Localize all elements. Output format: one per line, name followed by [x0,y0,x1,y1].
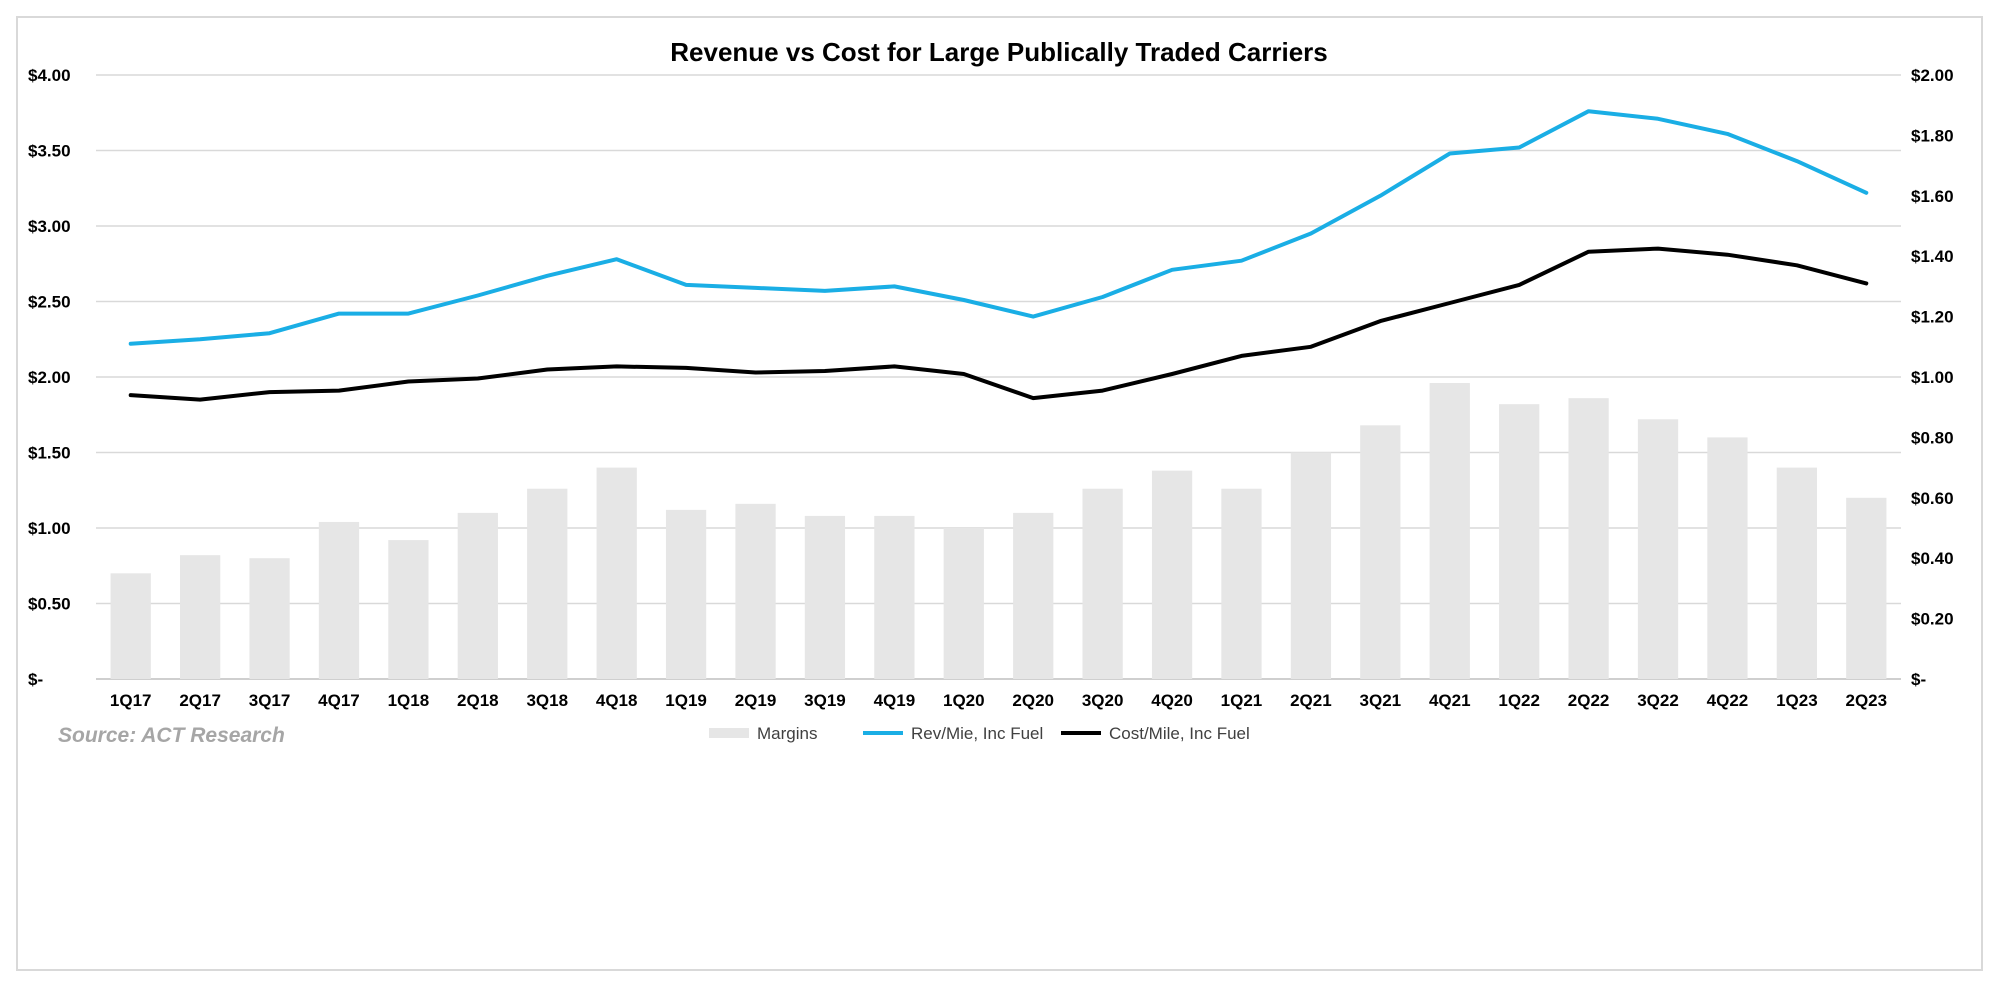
x-axis: 1Q17 2Q17 3Q17 4Q17 1Q18 2Q18 3Q18 4Q18 1Q19 2Q19… [110,691,1887,710]
right-tick-label: $1.00 [1911,368,1954,387]
bar-3q21 [1360,425,1401,679]
bar-2q23 [1846,497,1887,679]
bar-2q18 [457,512,498,679]
bar-1q23 [1776,467,1817,679]
bar-1q21 [1221,488,1262,679]
right-tick-label: $1.40 [1911,247,1954,266]
x-tick-label: 1Q18 [388,691,430,710]
x-tick-label: 3Q18 [526,691,568,710]
bar-2q20 [1013,512,1054,679]
x-tick-label: 4Q18 [596,691,638,710]
right-tick-label: $0.80 [1911,428,1954,447]
x-tick-label: 2Q20 [1012,691,1054,710]
bar-3q22 [1637,419,1679,679]
bar-3q19 [804,515,846,679]
gridlines [96,74,1901,680]
legend: Margins Rev/Mie, Inc Fuel Cost/Mile, Inc… [709,724,1250,743]
x-tick-label: 2Q23 [1845,691,1887,710]
bar-4q21 [1429,383,1470,679]
line-series-1 [128,109,1869,346]
right-tick-label: $1.60 [1911,187,1954,206]
bar-2q21 [1290,452,1332,679]
bar-4q20 [1151,470,1193,679]
x-tick-label: 2Q18 [457,691,499,710]
source-note: Source: ACT Research [58,724,285,747]
bar-4q17 [318,521,360,679]
left-tick-label: $3.00 [28,217,71,236]
legend-label-rev: Rev/Mie, Inc Fuel [911,724,1043,743]
x-tick-label: 3Q22 [1637,691,1679,710]
left-tick-label: $2.00 [28,368,71,387]
bar-1q20 [943,528,984,679]
x-tick-label: 3Q21 [1360,691,1402,710]
right-tick-label: $2.00 [1911,66,1954,85]
right-axis: $- $0.20 $0.40 $0.60 $0.80 $1.00 $1.20 $1.40 $1.… [1911,66,1954,689]
bar-1q22 [1499,404,1540,679]
bar-3q20 [1082,488,1123,679]
bar-1q18 [388,540,429,679]
left-tick-label: $- [28,670,43,689]
x-tick-label: 2Q21 [1290,691,1332,710]
x-tick-label: 4Q17 [318,691,360,710]
x-tick-label: 2Q22 [1568,691,1610,710]
legend-swatch-margins [709,728,749,738]
right-tick-label: $0.60 [1911,489,1954,508]
chart-frame: Revenue vs Cost for Large Publically Tra… [16,16,1983,971]
chart-svg: Revenue vs Cost for Large Publically Tra… [28,37,1954,747]
bar-2q17 [180,555,221,679]
x-tick-label: 3Q17 [249,691,291,710]
bar-1q19 [665,509,707,679]
right-tick-label: $1.80 [1911,126,1954,145]
x-tick-label: 4Q19 [874,691,916,710]
left-tick-label: $1.50 [28,444,71,463]
series-lines [128,109,1869,402]
bar-4q22 [1707,437,1748,679]
x-tick-label: 1Q20 [943,691,985,710]
bar-2q22 [1568,398,1609,679]
bar-2q19 [735,503,776,679]
x-tick-label: 2Q17 [179,691,221,710]
x-tick-label: 4Q21 [1429,691,1471,710]
chart-title: Revenue vs Cost for Large Publically Tra… [670,37,1327,67]
x-tick-label: 1Q17 [110,691,152,710]
x-tick-label: 1Q23 [1776,691,1818,710]
left-tick-label: $3.50 [28,142,71,161]
left-tick-label: $1.00 [28,519,71,538]
left-axis: $- $0.50 $1.00 $1.50 $2.00 $2.50 $3.00 $3.50 $4.… [28,66,71,689]
bar-4q19 [874,515,915,679]
left-tick-label: $0.50 [28,595,71,614]
bar-4q18 [596,467,637,679]
x-tick-label: 1Q22 [1498,691,1540,710]
legend-label-cost: Cost/Mile, Inc Fuel [1109,724,1250,743]
right-tick-label: $0.20 [1911,610,1954,629]
bar-3q18 [527,488,568,679]
x-tick-label: 4Q20 [1151,691,1193,710]
bar-1q17 [110,573,151,679]
x-tick-label: 1Q21 [1221,691,1263,710]
legend-label-margins: Margins [757,724,817,743]
x-tick-label: 3Q19 [804,691,846,710]
left-tick-label: $4.00 [28,66,71,85]
x-tick-label: 4Q22 [1707,691,1749,710]
right-tick-label: $1.20 [1911,308,1954,327]
margins-bars [110,383,1887,679]
right-tick-label: $0.40 [1911,549,1954,568]
right-tick-label: $- [1911,670,1926,689]
bar-3q17 [249,558,290,679]
left-tick-label: $2.50 [28,293,71,312]
x-tick-label: 3Q20 [1082,691,1124,710]
x-tick-label: 2Q19 [735,691,777,710]
x-tick-label: 1Q19 [665,691,707,710]
line-series-2 [128,246,1869,402]
